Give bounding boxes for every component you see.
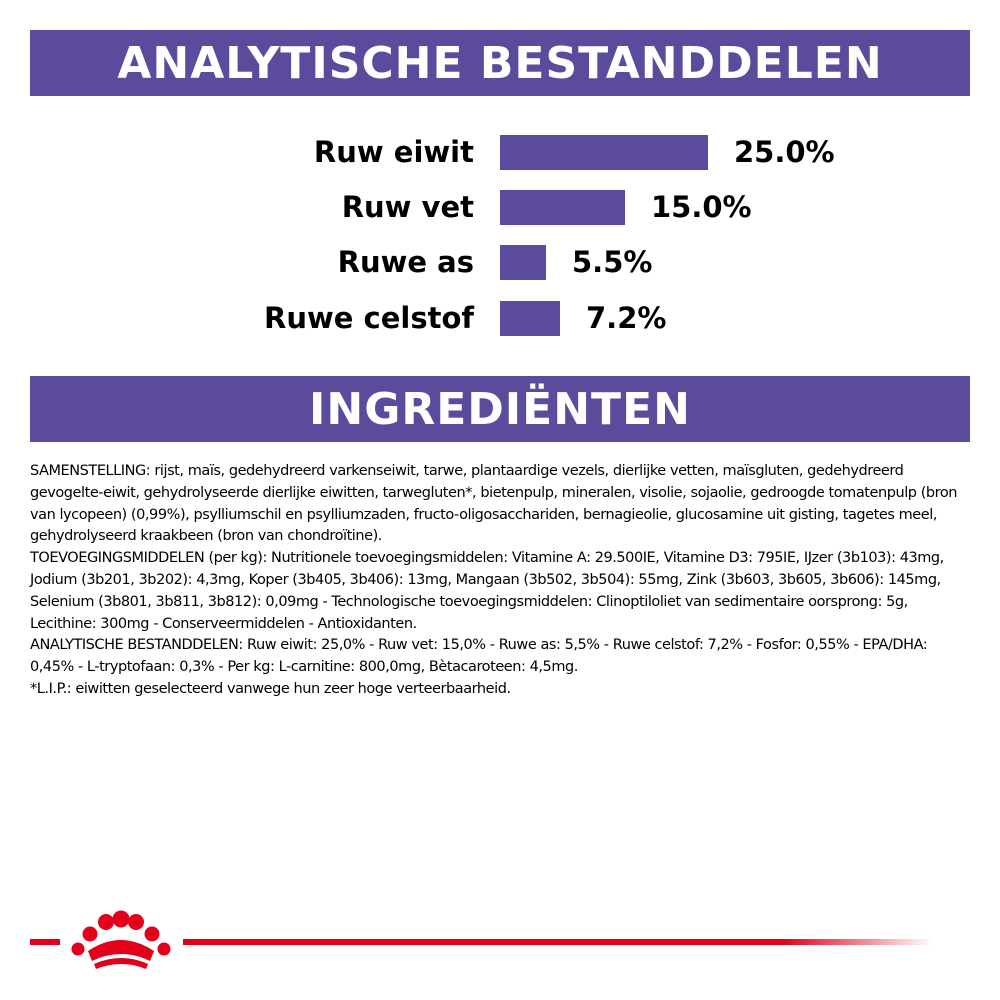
chart-row: Ruw eiwit 25.0%	[0, 132, 1000, 172]
chart-row: Ruw vet 15.0%	[0, 187, 1000, 227]
bar-value-ruw-eiwit: 25.0%	[734, 135, 835, 169]
bar-value-ruwe-celstof: 7.2%	[586, 301, 667, 335]
footer-red-line-right	[183, 939, 933, 945]
ingredients-heading: INGREDIËNTEN	[30, 376, 970, 442]
bar-ruw-eiwit	[500, 135, 708, 170]
bar-label-ruw-vet: Ruw vet	[341, 190, 474, 224]
bar-ruwe-celstof	[500, 301, 560, 336]
footer-red-line-left	[30, 939, 60, 945]
bar-ruwe-as	[500, 245, 546, 280]
bar-value-ruw-vet: 15.0%	[651, 190, 752, 224]
bar-label-ruwe-celstof: Ruwe celstof	[264, 301, 474, 335]
nutrient-bar-chart: Ruw eiwit 25.0% Ruw vet 15.0% Ruwe as 5.…	[0, 120, 1000, 350]
toevoegingsmiddelen-paragraph: TOEVOEGINGSMIDDELEN (per kg): Nutritione…	[30, 550, 944, 632]
chart-row: Ruwe celstof 7.2%	[0, 298, 1000, 338]
bar-label-ruw-eiwit: Ruw eiwit	[313, 135, 474, 169]
brand-footer	[0, 905, 1000, 975]
analytical-heading: ANALYTISCHE BESTANDDELEN	[30, 30, 970, 96]
bar-label-ruwe-as: Ruwe as	[337, 245, 474, 279]
analytische-paragraph: ANALYTISCHE BESTANDDELEN: Ruw eiwit: 25,…	[30, 637, 928, 676]
chart-row: Ruwe as 5.5%	[0, 242, 1000, 282]
ingredients-text: SAMENSTELLING: rijst, maïs, gedehydreerd…	[30, 461, 975, 701]
footnote-paragraph: *L.I.P.: eiwitten geselecteerd vanwege h…	[30, 680, 511, 697]
bar-value-ruwe-as: 5.5%	[572, 245, 653, 279]
samenstelling-paragraph: SAMENSTELLING: rijst, maïs, gedehydreerd…	[30, 463, 958, 545]
royal-canin-crown-icon	[71, 910, 171, 969]
bar-ruw-vet	[500, 190, 625, 225]
